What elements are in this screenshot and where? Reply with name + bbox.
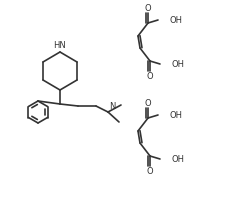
Text: O: O — [147, 72, 153, 81]
Text: O: O — [147, 167, 153, 176]
Text: OH: OH — [169, 15, 182, 24]
Text: O: O — [145, 4, 151, 13]
Text: N: N — [109, 102, 115, 111]
Text: OH: OH — [169, 110, 182, 119]
Text: O: O — [145, 99, 151, 108]
Text: OH: OH — [171, 59, 184, 68]
Text: HN: HN — [54, 40, 66, 50]
Text: OH: OH — [171, 154, 184, 163]
